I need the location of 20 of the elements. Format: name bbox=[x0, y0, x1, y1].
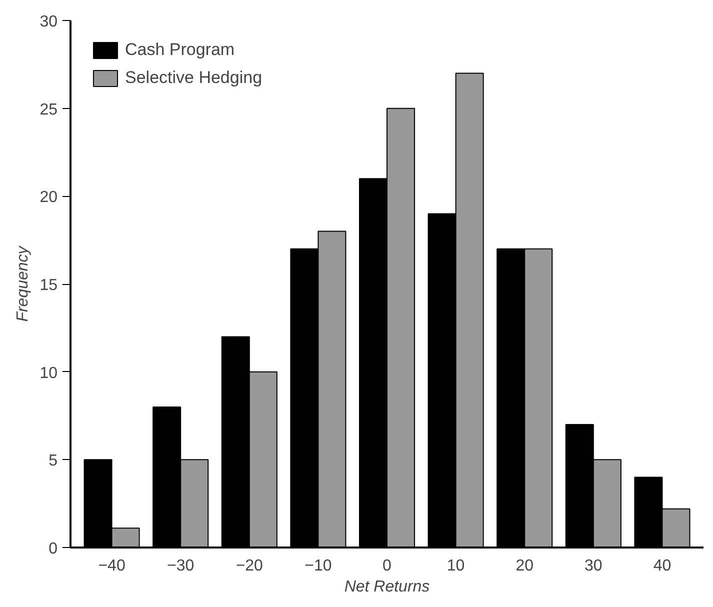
y-tick-label: 5 bbox=[48, 452, 58, 470]
y-tick-label: 0 bbox=[48, 540, 58, 558]
y-tick-label: 20 bbox=[40, 189, 58, 206]
y-tick-label: 25 bbox=[40, 101, 58, 118]
y-axis-title: Frequency bbox=[14, 245, 32, 322]
y-tick-label: 30 bbox=[40, 14, 58, 30]
x-tick-label: 20 bbox=[516, 558, 534, 574]
x-tick-label: −30 bbox=[167, 558, 194, 574]
x-tick-label: 10 bbox=[446, 558, 465, 574]
x-tick-label: 0 bbox=[382, 558, 392, 574]
x-axis-title: Net Returns bbox=[344, 578, 430, 596]
y-tick-label: 15 bbox=[40, 277, 58, 294]
y-tick-label: 10 bbox=[40, 364, 58, 382]
x-tick-label: −20 bbox=[236, 558, 264, 574]
x-tick-label: 30 bbox=[584, 558, 602, 574]
legend-label: Selective Hedging bbox=[125, 68, 262, 88]
x-tick-label: 40 bbox=[653, 558, 672, 574]
x-tick-label: −40 bbox=[98, 558, 126, 574]
x-tick-label: −10 bbox=[304, 558, 332, 574]
legend-label: Cash Program bbox=[125, 40, 235, 60]
